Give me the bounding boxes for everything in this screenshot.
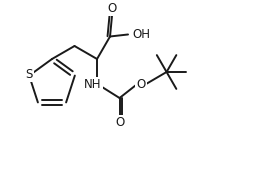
Text: O: O bbox=[108, 2, 117, 15]
Text: NH: NH bbox=[84, 78, 102, 91]
Text: S: S bbox=[25, 68, 33, 81]
Text: OH: OH bbox=[132, 28, 150, 41]
Text: O: O bbox=[115, 116, 124, 129]
Text: O: O bbox=[136, 77, 146, 90]
